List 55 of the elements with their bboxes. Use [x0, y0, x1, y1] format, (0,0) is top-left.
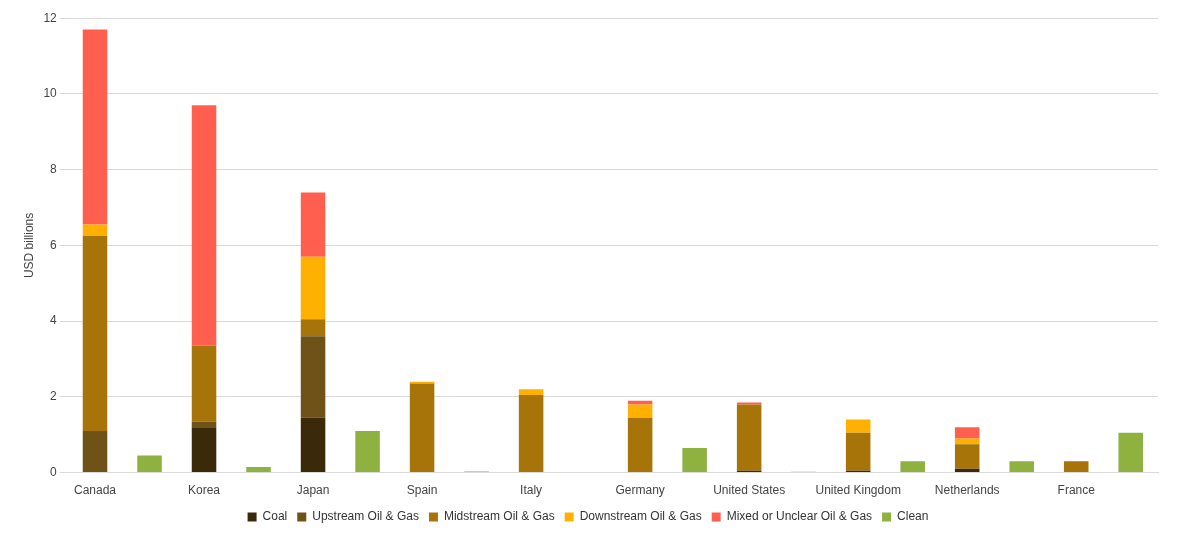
legend-label: Clean	[897, 509, 929, 524]
bar	[736, 404, 762, 471]
legend-label: Midstream Oil & Gas	[443, 509, 555, 524]
bar	[191, 421, 217, 428]
bar	[82, 29, 108, 225]
x-tick-label: United States	[713, 483, 786, 498]
bar	[137, 455, 162, 473]
bar	[300, 319, 326, 337]
bar	[518, 389, 544, 395]
bar	[82, 224, 108, 236]
bar	[409, 383, 435, 473]
x-tick-label: Spain	[406, 483, 438, 498]
bar	[191, 427, 217, 473]
bar	[246, 466, 271, 473]
bar	[682, 447, 707, 473]
y-tick-label: 10	[43, 86, 58, 101]
bar	[355, 430, 380, 473]
x-tick-label: Canada	[73, 483, 117, 498]
y-axis-title: USD billions	[21, 212, 36, 279]
legend-label: Mixed or Unclear Oil & Gas	[726, 509, 873, 524]
bar	[82, 235, 108, 431]
x-tick-label: Germany	[615, 483, 665, 498]
bar	[1063, 461, 1089, 473]
x-tick-label: Korea	[188, 483, 221, 498]
y-tick-label: 0	[50, 464, 58, 479]
x-tick-label: Japan	[296, 483, 330, 498]
y-tick-label: 6	[50, 237, 58, 252]
legend-label: Upstream Oil & Gas	[312, 509, 419, 524]
bar	[954, 427, 980, 439]
x-tick-label: United Kingdom	[815, 483, 901, 498]
bar	[191, 345, 217, 422]
y-tick-label: 4	[50, 313, 58, 328]
bar	[300, 336, 326, 418]
bar	[300, 192, 326, 257]
legend-label: Coal	[262, 509, 288, 524]
x-tick-label: Netherlands	[934, 483, 1000, 498]
bar	[845, 432, 871, 471]
y-tick-label: 12	[43, 10, 58, 25]
bar	[900, 461, 925, 473]
legend-label: Downstream Oil & Gas	[579, 509, 702, 524]
bar	[954, 444, 980, 469]
bar	[1118, 432, 1144, 473]
bar	[627, 417, 653, 473]
bar	[627, 404, 653, 418]
bar	[1009, 461, 1034, 473]
bar	[300, 417, 326, 473]
y-tick-label: 8	[50, 161, 58, 176]
y-tick-label: 2	[50, 389, 58, 404]
bar	[845, 419, 871, 433]
bar	[518, 394, 544, 473]
bar	[191, 105, 217, 346]
x-tick-label: Italy	[520, 483, 543, 498]
bar	[300, 256, 326, 320]
bar	[82, 430, 108, 473]
x-tick-label: France	[1057, 483, 1096, 498]
